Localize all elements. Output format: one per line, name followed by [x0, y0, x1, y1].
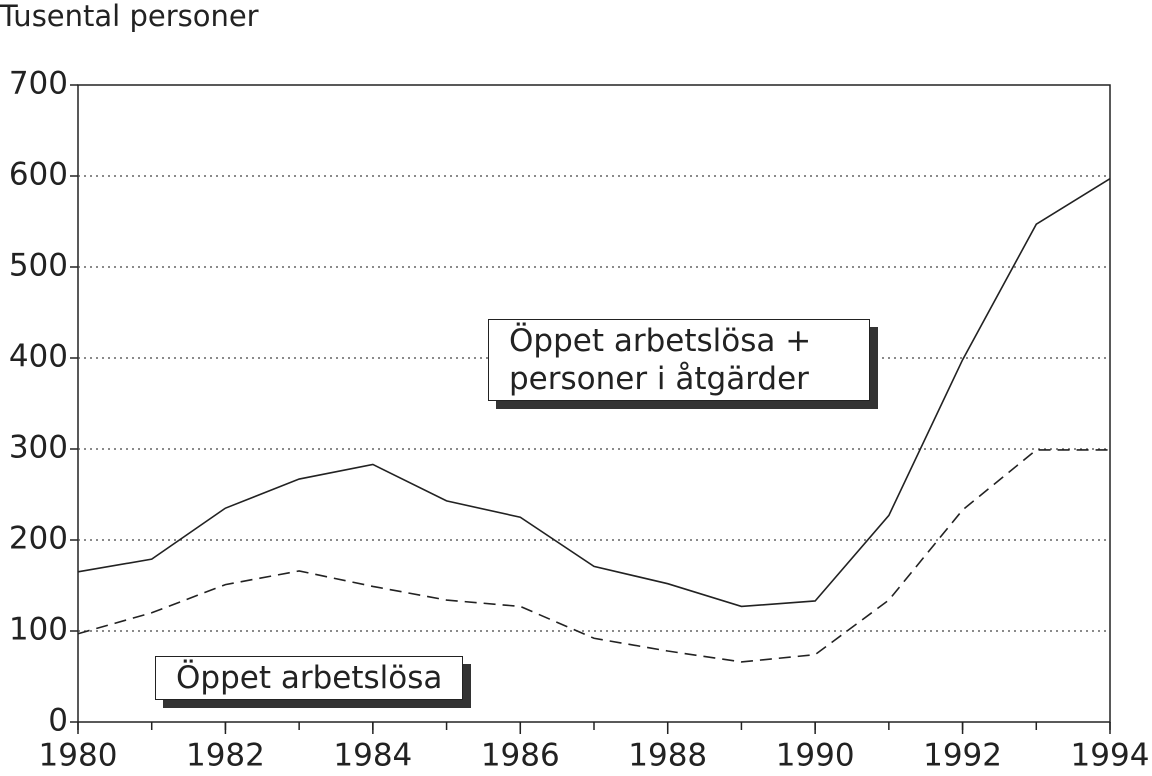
x-tick-label: 1982: [186, 738, 265, 774]
y-axis-label: Tusental personer: [0, 0, 259, 33]
legend-entry: Öppet arbetslösa: [155, 656, 464, 700]
y-tick-label: 700: [9, 66, 68, 102]
y-tick-label: 500: [9, 248, 68, 284]
x-tick-label: 1984: [333, 738, 412, 774]
y-tick-label: 300: [9, 430, 68, 466]
x-tick-label: 1994: [1071, 738, 1150, 774]
x-tick-label: 1986: [481, 738, 560, 774]
x-tick-label: 1980: [39, 738, 118, 774]
y-tick-label: 400: [9, 339, 68, 375]
y-tick-label: 200: [9, 521, 68, 557]
x-tick-label: 1992: [923, 738, 1002, 774]
legend-entry: Öppet arbetslösa + personer i åtgärder: [488, 319, 870, 401]
plot-frame: [77, 84, 1111, 723]
series-line: [77, 449, 1110, 663]
x-tick-label: 1990: [776, 738, 855, 774]
y-tick-label: 0: [48, 703, 68, 739]
series-line: [77, 178, 1111, 608]
y-tick-label: 600: [9, 157, 68, 193]
x-tick-label: 1988: [628, 738, 707, 774]
y-tick-label: 100: [9, 612, 68, 648]
